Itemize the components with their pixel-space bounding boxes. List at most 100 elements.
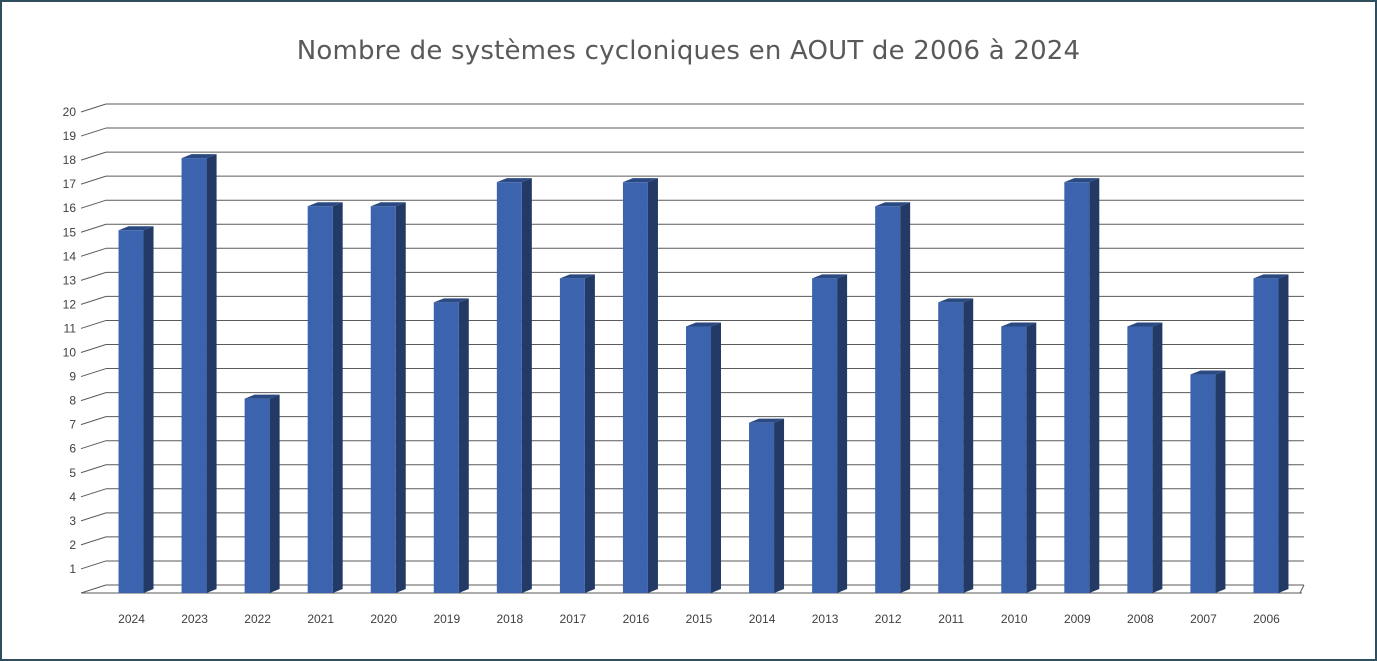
bar-top xyxy=(307,202,343,207)
y-tick-label: 4 xyxy=(69,490,76,504)
bar xyxy=(496,178,532,593)
bar-side xyxy=(1026,322,1037,593)
gridline-depth xyxy=(80,512,107,522)
gridline-depth xyxy=(80,560,107,570)
x-tick-label: 2010 xyxy=(1001,612,1028,626)
bar xyxy=(875,202,911,593)
y-tick-label: 7 xyxy=(69,418,76,432)
bar-front xyxy=(244,398,270,593)
bar-side xyxy=(143,226,154,593)
y-tick-label: 1 xyxy=(69,562,76,576)
bar-side xyxy=(395,202,406,593)
bar-side xyxy=(647,178,658,593)
bar-top xyxy=(118,226,154,231)
x-tick-label: 2019 xyxy=(433,612,460,626)
bar xyxy=(1001,322,1037,593)
bar-side xyxy=(963,298,974,593)
bar xyxy=(1190,370,1226,593)
x-tick-label: 2016 xyxy=(623,612,650,626)
bar-side xyxy=(521,178,532,593)
bar-top xyxy=(433,298,469,303)
bar xyxy=(1064,178,1100,593)
bar-front xyxy=(496,182,522,593)
bar-top xyxy=(749,418,785,423)
bar xyxy=(686,322,721,593)
bar-side xyxy=(1215,370,1226,593)
bar-top xyxy=(1127,322,1163,327)
gridline-depth xyxy=(80,103,107,113)
bar-front xyxy=(812,278,838,593)
gridline-depth xyxy=(80,392,107,402)
y-tick-label: 20 xyxy=(63,105,77,119)
bar-side xyxy=(774,418,785,593)
x-tick-label: 2021 xyxy=(307,612,334,626)
gridline-depth xyxy=(80,199,107,209)
bar-top xyxy=(1001,322,1037,327)
bar xyxy=(370,202,406,593)
bar-side xyxy=(269,394,280,593)
x-tick-label: 2022 xyxy=(244,612,271,626)
gridline-depth xyxy=(80,223,107,233)
bar xyxy=(622,178,658,593)
bar-side xyxy=(711,322,721,593)
gridline-depth xyxy=(80,416,107,426)
gridline-depth xyxy=(80,344,107,353)
y-tick-label: 14 xyxy=(63,249,77,263)
x-tick-label: 2008 xyxy=(1127,612,1154,626)
bar-top xyxy=(1190,370,1226,375)
gridline-depth xyxy=(80,488,107,498)
y-tick-label: 12 xyxy=(63,297,77,311)
bar-front xyxy=(559,278,585,593)
bar-top xyxy=(181,154,217,159)
x-tick-label: 2011 xyxy=(938,612,964,626)
x-tick-label: 2024 xyxy=(118,612,145,626)
bar-top xyxy=(875,202,911,207)
bar-top xyxy=(812,274,848,279)
gridline-depth xyxy=(80,295,107,305)
x-tick-label: 2017 xyxy=(560,612,587,626)
x-tick-label: 2023 xyxy=(181,612,208,626)
bar-front xyxy=(1001,326,1027,593)
x-axis-labels: 2024 2023 2022 2021 2020 2019 2018 2017 2016 2015… xyxy=(118,612,1280,626)
bar xyxy=(244,394,280,593)
bar xyxy=(938,298,974,593)
gridline-depth xyxy=(80,175,107,185)
bar-front xyxy=(938,302,964,593)
gridline-depth xyxy=(80,247,107,257)
gridline-depth xyxy=(80,319,107,329)
bar xyxy=(1127,322,1163,593)
bar-side xyxy=(584,274,595,593)
bar-side xyxy=(1089,178,1100,593)
y-tick-label: 6 xyxy=(69,442,76,456)
bar-side xyxy=(332,202,343,593)
bar-side xyxy=(1278,274,1289,593)
bar-front xyxy=(307,206,333,593)
bar-top xyxy=(1064,178,1100,183)
bar-top xyxy=(938,298,974,303)
bar-front xyxy=(433,302,459,593)
bar-front xyxy=(1253,278,1279,593)
y-tick-label: 3 xyxy=(69,514,76,528)
x-tick-label: 2007 xyxy=(1190,612,1217,626)
bar-front xyxy=(1064,182,1090,593)
chart-title: Nombre de systèmes cycloniques en AOUT d… xyxy=(296,36,1081,66)
bar-front xyxy=(118,230,144,593)
y-tick-label: 13 xyxy=(63,273,77,287)
bar-front xyxy=(622,182,648,593)
bar-front xyxy=(1190,374,1216,593)
floor-right-edge xyxy=(1299,584,1305,594)
bar xyxy=(307,202,343,593)
bar-front xyxy=(181,158,207,593)
bar-front xyxy=(1127,326,1153,593)
y-tick-label: 9 xyxy=(69,370,76,384)
bar-side xyxy=(458,298,469,593)
bar xyxy=(118,226,154,593)
bar-top xyxy=(559,274,595,279)
bar-side xyxy=(900,202,911,593)
bar-front xyxy=(749,422,775,593)
bar-top xyxy=(244,394,280,399)
gridline-depth xyxy=(80,127,107,137)
